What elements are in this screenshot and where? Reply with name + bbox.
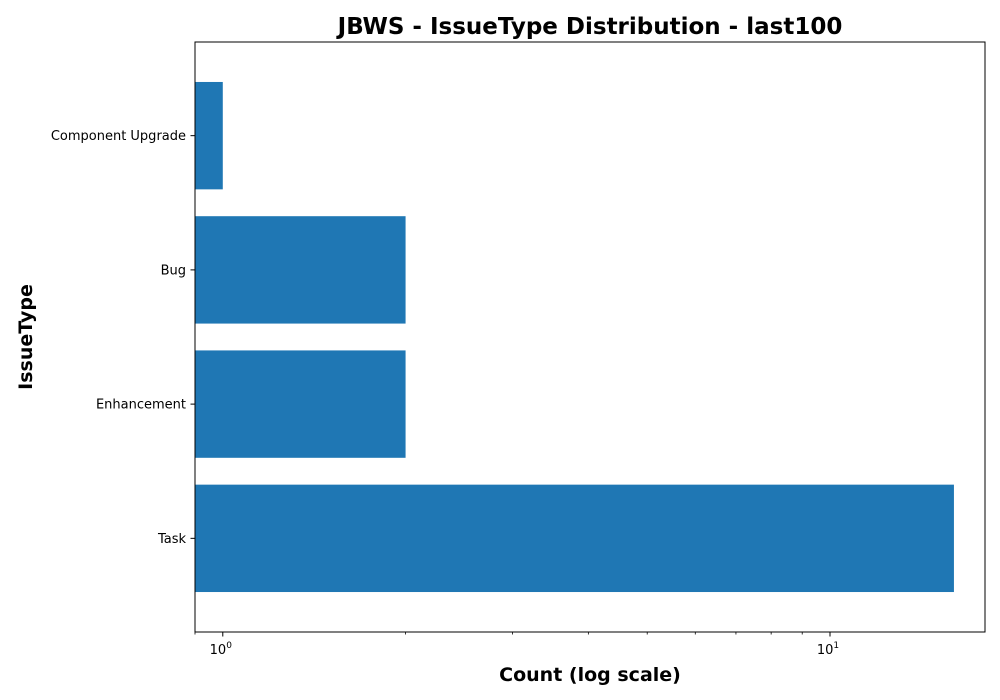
y-tick-label: Enhancement	[96, 398, 186, 413]
y-tick-label: Component Upgrade	[51, 129, 186, 144]
y-tick-label: Bug	[161, 263, 186, 278]
bar-bug	[195, 216, 406, 324]
bar-enhancement	[195, 350, 406, 458]
bars-layer	[195, 81, 954, 593]
x-tick-label: 100	[210, 641, 233, 658]
x-axis-label: Count (log scale)	[499, 664, 681, 686]
plot-area-frame	[194, 41, 986, 633]
bar-component-upgrade	[195, 81, 223, 190]
chart-title: JBWS - IssueType Distribution - last100	[336, 14, 843, 40]
y-axis-label: IssueType	[15, 284, 37, 390]
y-tick-label: Task	[157, 532, 187, 547]
bar-task	[195, 484, 954, 593]
ticks-layer: Component Upgrade Bug Enhancement Task 100 10…	[51, 129, 839, 658]
x-tick-label: 101	[817, 641, 839, 658]
